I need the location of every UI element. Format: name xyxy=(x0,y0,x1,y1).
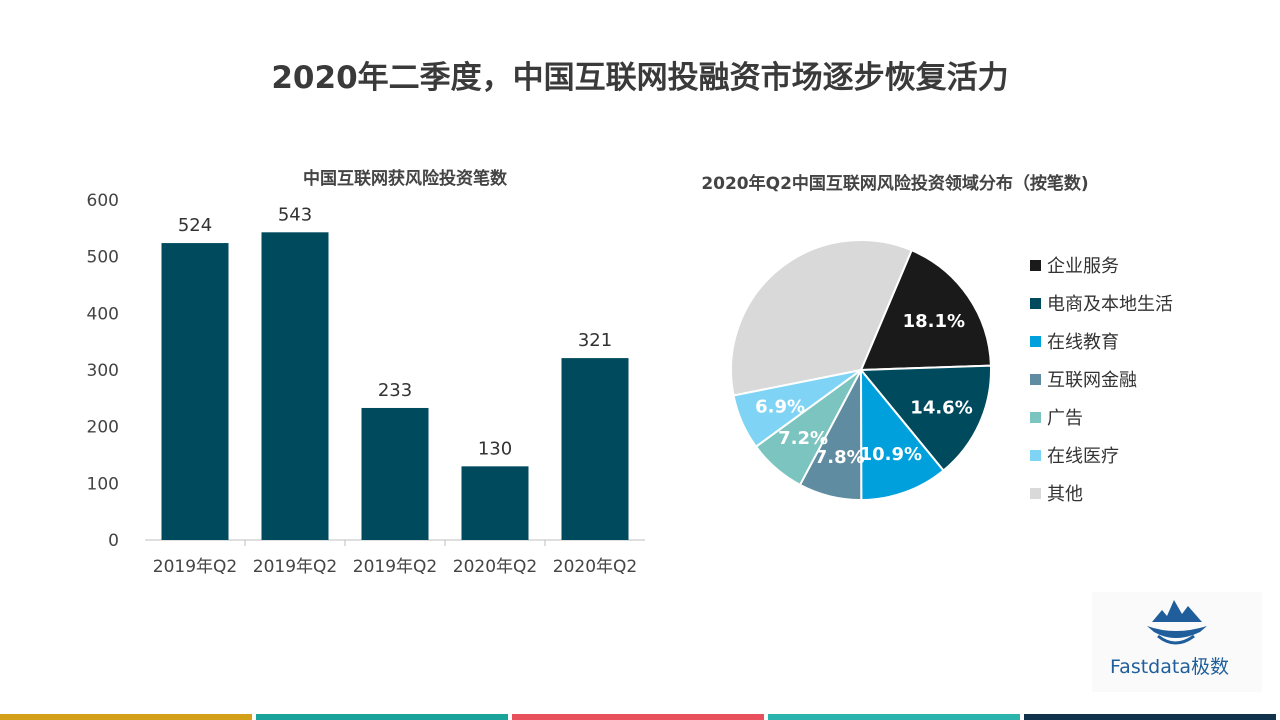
y-tick-label: 500 xyxy=(87,248,119,268)
pie-slice-label: 14.6% xyxy=(910,397,972,418)
bar xyxy=(561,358,629,540)
legend-swatch xyxy=(1030,487,1041,499)
y-tick-label: 600 xyxy=(87,191,119,211)
y-tick-label: 200 xyxy=(87,418,119,438)
bar-value-label: 524 xyxy=(178,215,212,236)
logo-text: Fastdata极数 xyxy=(1110,656,1229,678)
legend-item: 电商及本地生活 xyxy=(1030,284,1173,322)
iceberg-icon xyxy=(1147,600,1207,645)
legend-item: 在线医疗 xyxy=(1030,436,1173,474)
legend-swatch xyxy=(1030,335,1041,347)
x-tick-label: 2019年Q2 xyxy=(153,557,237,577)
pie-chart-title: 2020年Q2中国互联网风险投资领域分布（按笔数) xyxy=(701,174,1089,194)
legend-label: 其他 xyxy=(1047,484,1083,505)
bottom-stripes xyxy=(0,714,1280,720)
color-stripe xyxy=(768,714,1020,720)
pie-slice-label: 7.8% xyxy=(815,447,865,468)
legend-item: 广告 xyxy=(1030,398,1173,436)
pie-slice-label: 6.9% xyxy=(755,397,805,418)
pie-slice xyxy=(858,364,992,472)
legend-label: 广告 xyxy=(1047,408,1083,429)
y-tick-label: 300 xyxy=(87,361,119,381)
legend-swatch xyxy=(1030,449,1041,461)
page-title: 2020年二季度，中国互联网投融资市场逐步恢复活力 xyxy=(271,60,1009,96)
legend-swatch xyxy=(1030,411,1041,423)
color-stripe xyxy=(1024,714,1276,720)
bar-chart-title: 中国互联网获风险投资笔数 xyxy=(303,169,507,189)
pie-slice xyxy=(730,239,913,397)
x-tick-label: 2019年Q2 xyxy=(353,557,437,577)
bar xyxy=(361,407,429,540)
legend-swatch xyxy=(1030,373,1041,385)
x-tick-label: 2020年Q2 xyxy=(553,557,637,577)
pie-legend: 企业服务电商及本地生活 在线教育互联网金融广告在线医疗其他 xyxy=(1030,246,1173,512)
bar xyxy=(461,466,529,540)
bar-value-label: 543 xyxy=(278,204,312,225)
pie-slice xyxy=(859,248,992,372)
pie-slice xyxy=(859,367,945,502)
color-stripe xyxy=(256,714,508,720)
legend-label: 电商及本地生活 xyxy=(1047,294,1173,315)
y-tick-label: 0 xyxy=(108,531,119,551)
color-stripe xyxy=(0,714,252,720)
color-stripe xyxy=(512,714,764,720)
pie-slice-label: 7.2% xyxy=(778,428,828,449)
x-tick-label: 2020年Q2 xyxy=(453,557,537,577)
bar xyxy=(261,232,329,541)
legend-item: 企业服务 xyxy=(1030,246,1173,284)
legend-swatch xyxy=(1030,297,1041,309)
y-tick-label: 100 xyxy=(87,474,119,494)
y-tick-label: 400 xyxy=(87,304,119,324)
legend-swatch xyxy=(1030,259,1041,271)
pie-slice-label: 10.9% xyxy=(860,444,922,465)
bar xyxy=(161,243,229,541)
legend-label: 互联网金融 xyxy=(1047,370,1137,391)
fastdata-logo: Fastdata极数 xyxy=(1092,592,1262,692)
legend-label: 企业服务 xyxy=(1047,256,1119,277)
bar-value-label: 130 xyxy=(478,438,512,459)
legend-item: 在线教育 xyxy=(1030,322,1173,360)
legend-label: 在线教育 xyxy=(1047,332,1119,353)
legend-item: 互联网金融 xyxy=(1030,360,1173,398)
x-tick-label: 2019年Q2 xyxy=(253,557,337,577)
legend-item: 其他 xyxy=(1030,474,1173,512)
bar-value-label: 233 xyxy=(378,380,412,401)
pie-slice-label: 18.1% xyxy=(903,311,965,332)
bar-value-label: 321 xyxy=(578,330,612,351)
legend-label: 在线医疗 xyxy=(1047,446,1119,467)
